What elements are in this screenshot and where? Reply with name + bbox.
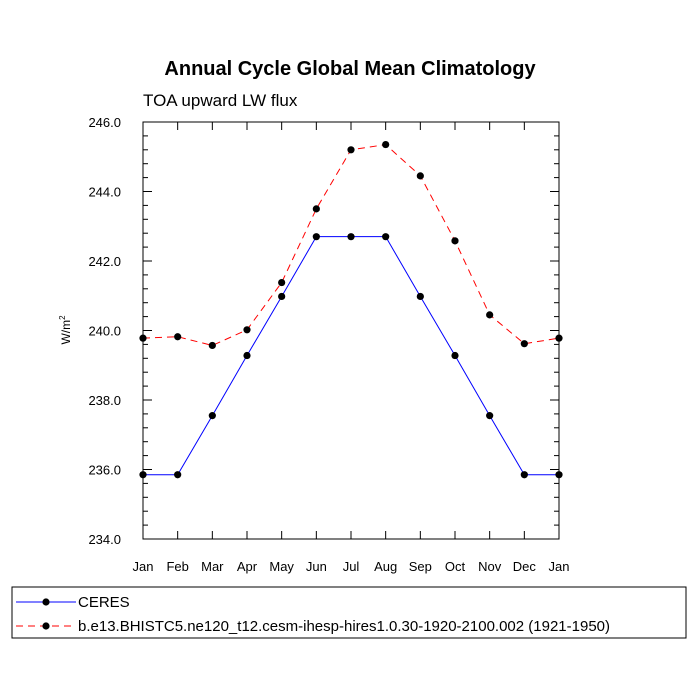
series-marker-1 (174, 333, 182, 341)
series-line-1 (142, 144, 560, 346)
series-marker-1 (382, 140, 390, 149)
series-marker-1 (278, 278, 286, 287)
x-tick-label: Apr (237, 559, 258, 574)
series-marker-0 (208, 412, 216, 420)
x-tick-label: Feb (166, 559, 188, 574)
series-marker-0 (278, 292, 286, 301)
series-marker-1 (347, 146, 355, 154)
series-marker-0 (243, 351, 251, 360)
x-tick-label: Sep (409, 559, 432, 574)
series-marker-1 (486, 311, 494, 319)
legend-label-1: b.e13.BHISTC5.ne120_t12.cesm-ihesp-hires… (78, 618, 610, 635)
x-tick-label: Mar (201, 559, 224, 574)
chart-subtitle: TOA upward LW flux (143, 91, 298, 110)
series-marker-1 (416, 172, 424, 180)
series-marker-1 (520, 340, 528, 348)
series-marker-1 (312, 205, 320, 213)
y-tick-label: 234.0 (88, 532, 121, 547)
series-marker-0 (139, 471, 147, 479)
series-marker-0 (382, 233, 390, 241)
series-marker-0 (347, 233, 355, 241)
x-tick-label: Jul (343, 559, 360, 574)
y-tick-label: 242.0 (88, 254, 121, 269)
ticks-layer (142, 121, 560, 540)
legend-box (11, 586, 687, 639)
y-axis-label: W/m2 (58, 315, 73, 345)
series-marker-1 (243, 326, 251, 334)
series-marker-1 (208, 341, 216, 350)
x-tick-labels: Jan Feb Mar Apr May Jun Jul Aug Sep Oct Nov Dec Jan (133, 559, 570, 574)
series-marker-0 (416, 292, 424, 301)
series-marker-0 (451, 351, 459, 360)
plot-frame (142, 121, 560, 540)
x-tick-label: Aug (374, 559, 397, 574)
y-tick-label: 236.0 (88, 463, 121, 478)
series-line-0 (143, 236, 559, 476)
chart-title: Annual Cycle Global Mean Climatology (164, 58, 536, 80)
x-tick-label: May (269, 559, 294, 574)
x-tick-label: Jan (549, 559, 570, 574)
series-marker-1 (451, 237, 459, 245)
x-tick-label: Jun (306, 559, 327, 574)
x-tick-label: Dec (513, 559, 537, 574)
legend-label-0: CERES (78, 594, 130, 611)
series-marker-0 (312, 233, 320, 241)
series-marker-0 (486, 412, 494, 420)
x-tick-label: Oct (445, 559, 466, 574)
series-marker-0 (174, 471, 182, 479)
legend-marker-1 (42, 622, 50, 630)
series-marker-0 (520, 471, 528, 479)
y-tick-labels: 234.0 236.0 238.0 240.0 242.0 244.0 246.0 (88, 115, 121, 547)
y-tick-label: 244.0 (88, 185, 121, 200)
series-marker-0 (555, 471, 563, 479)
legend: CERES b.e13.BHISTC5.ne120_t12.cesm-ihesp-… (16, 594, 610, 635)
legend-marker-0 (42, 598, 50, 606)
series-marker-1 (555, 334, 563, 342)
series-layer (139, 140, 563, 479)
x-tick-label: Jan (133, 559, 154, 574)
y-tick-label: 238.0 (88, 393, 121, 408)
series-marker-1 (139, 334, 147, 342)
y-tick-label: 246.0 (88, 115, 121, 130)
x-tick-label: Nov (478, 559, 502, 574)
y-tick-label: 240.0 (88, 324, 121, 339)
